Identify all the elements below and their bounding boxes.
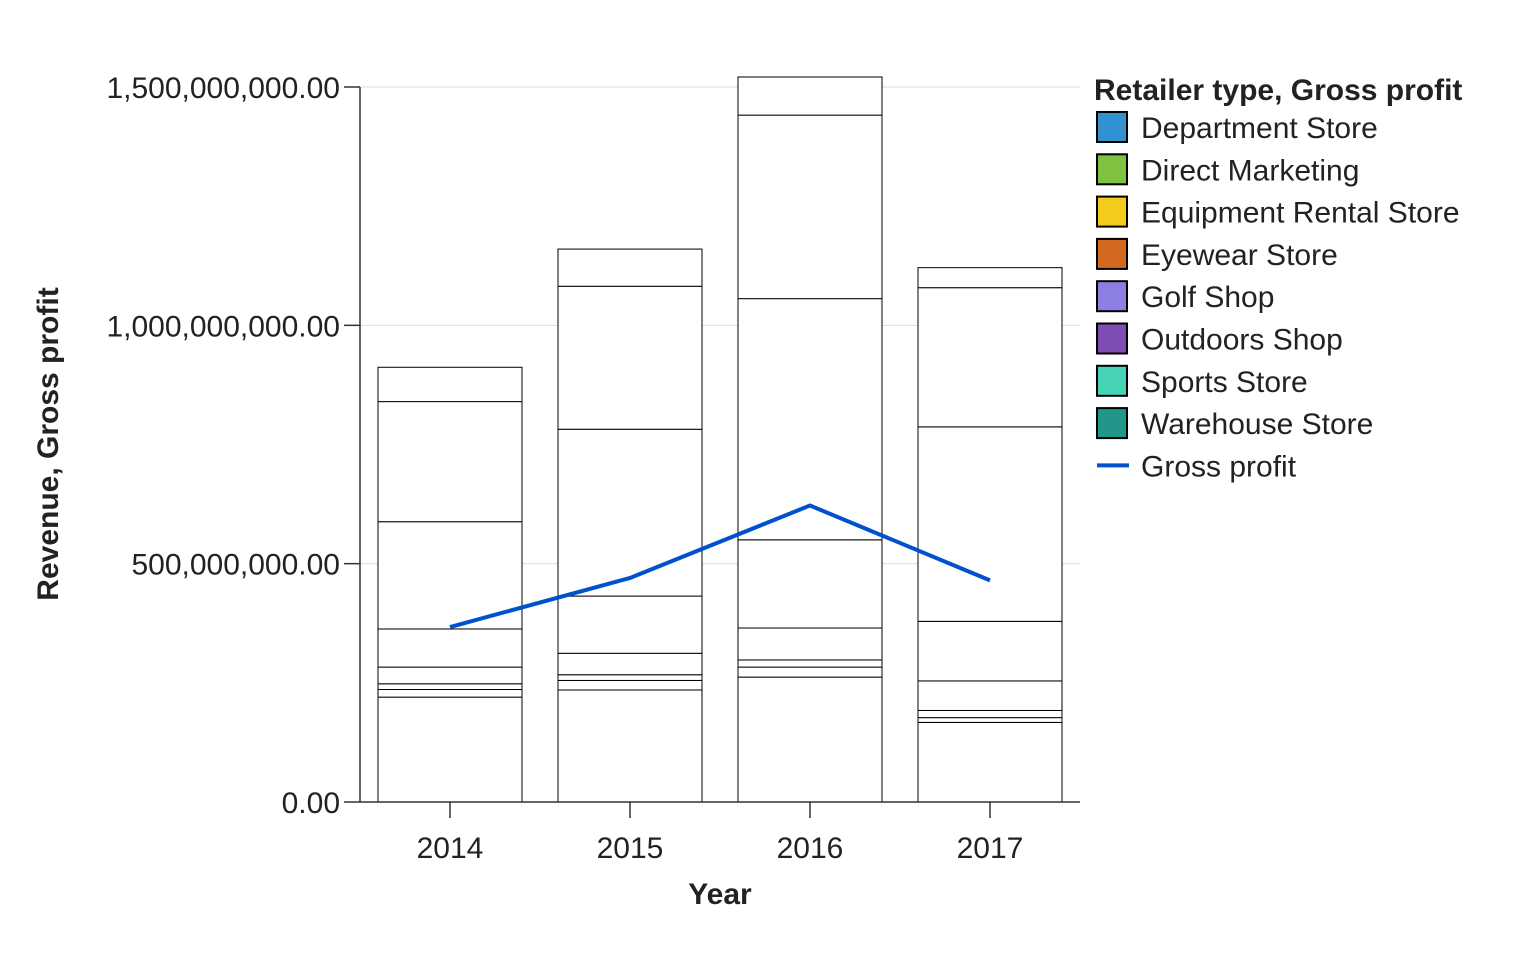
bar-segment: Department Store 2014 — [377, 696, 523, 803]
bar-segment: Sports Store 2014 — [377, 401, 523, 523]
legend-label: Golf Shop — [1141, 281, 1274, 314]
bar-segment: Golf Shop 2015 — [557, 595, 703, 654]
legend-title: Retailer type, Gross profit — [1094, 74, 1462, 107]
legend-label: Eyewear Store — [1141, 239, 1338, 272]
legend-swatch — [1096, 153, 1128, 186]
bar-segment: Outdoors Shop 2015 — [557, 428, 703, 597]
legend: Retailer type, Gross profit Department S… — [1094, 74, 1462, 483]
bar-segment: Sports Store 2015 — [557, 285, 703, 430]
legend-label: Sports Store — [1141, 366, 1308, 399]
bar-segment: Golf Shop 2016 — [737, 539, 883, 629]
y-tick-label: 1,500,000,000.00 — [106, 72, 340, 105]
x-tick-label: 2016 — [777, 832, 844, 865]
x-tick-label: 2017 — [957, 832, 1024, 865]
legend-swatch — [1096, 237, 1128, 270]
bar-segment: Department Store 2016 — [737, 676, 883, 803]
y-ticks: 0.00 500,000,000.00 1,000,000,000.00 1,500,… — [106, 72, 360, 820]
legend-swatch — [1096, 111, 1128, 143]
stacked-bars: Department Store 2014Direct Marketing 20… — [377, 76, 1063, 803]
y-tick-label: 1,000,000,000.00 — [106, 310, 340, 343]
legend-label: Equipment Rental Store — [1141, 197, 1460, 230]
bar-segment: Department Store 2015 — [557, 689, 703, 803]
legend-swatch — [1096, 195, 1128, 228]
bar-segment: Eyewear Store 2016 — [737, 627, 883, 661]
legend-swatch — [1096, 407, 1128, 440]
bar-segment: Outdoors Shop 2017 — [917, 426, 1063, 622]
legend-label: Department Store — [1141, 112, 1378, 145]
gross-profit-line — [449, 503, 991, 629]
x-tick-label: 2014 — [417, 832, 484, 865]
bar-segment: Sports Store 2017 — [917, 287, 1063, 428]
legend-label: Direct Marketing — [1141, 154, 1359, 187]
bar-segment: Direct Marketing 2017 — [917, 717, 1063, 723]
bar-segment: Warehouse Store 2015 — [557, 248, 703, 287]
y-tick-label: 500,000,000.00 — [131, 549, 340, 582]
bar-segment: Warehouse Store 2017 — [917, 267, 1063, 289]
y-axis-title: Revenue, Gross profit — [32, 287, 65, 600]
y-tick-label: 0.00 — [282, 787, 340, 820]
x-axis-title: Year — [688, 878, 752, 911]
bar-segment: Eyewear Store 2014 — [377, 666, 523, 685]
legend-swatch — [1096, 364, 1128, 397]
legend-swatch — [1096, 280, 1128, 313]
gross-profit-line-layer — [449, 503, 991, 629]
bar-segment: Equipment Rental Store 2015 — [557, 674, 703, 681]
bar-segment: Department Store 2017 — [917, 721, 1063, 803]
x-tick-label: 2015 — [597, 832, 664, 865]
bar-segment: Direct Marketing 2015 — [557, 679, 703, 691]
legend-label: Outdoors Shop — [1141, 324, 1343, 357]
bar-segment: Equipment Rental Store 2016 — [737, 659, 883, 668]
bar-segment: Equipment Rental Store 2014 — [377, 683, 523, 691]
bar-segment: Equipment Rental Store 2017 — [917, 709, 1063, 719]
bar-segment: Sports Store 2016 — [737, 114, 883, 300]
legend-label: Gross profit — [1141, 450, 1297, 483]
bar-segment: Eyewear Store 2015 — [557, 652, 703, 676]
bar-segment: Direct Marketing 2016 — [737, 666, 883, 678]
axes — [359, 87, 1080, 803]
bar-segment: Direct Marketing 2014 — [377, 689, 523, 698]
bar-segment: Golf Shop 2014 — [377, 628, 523, 668]
bar-segment: Outdoors Shop 2014 — [377, 521, 523, 630]
bar-segment: Golf Shop 2017 — [917, 620, 1063, 682]
bar-segment: Warehouse Store 2014 — [377, 366, 523, 403]
legend-swatch — [1096, 322, 1128, 355]
bar-segment: Warehouse Store 2016 — [737, 76, 883, 116]
legend-label: Warehouse Store — [1141, 408, 1373, 441]
x-ticks: 2014 2015 2016 2017 — [417, 802, 1024, 865]
bar-segment: Eyewear Store 2017 — [917, 680, 1063, 711]
